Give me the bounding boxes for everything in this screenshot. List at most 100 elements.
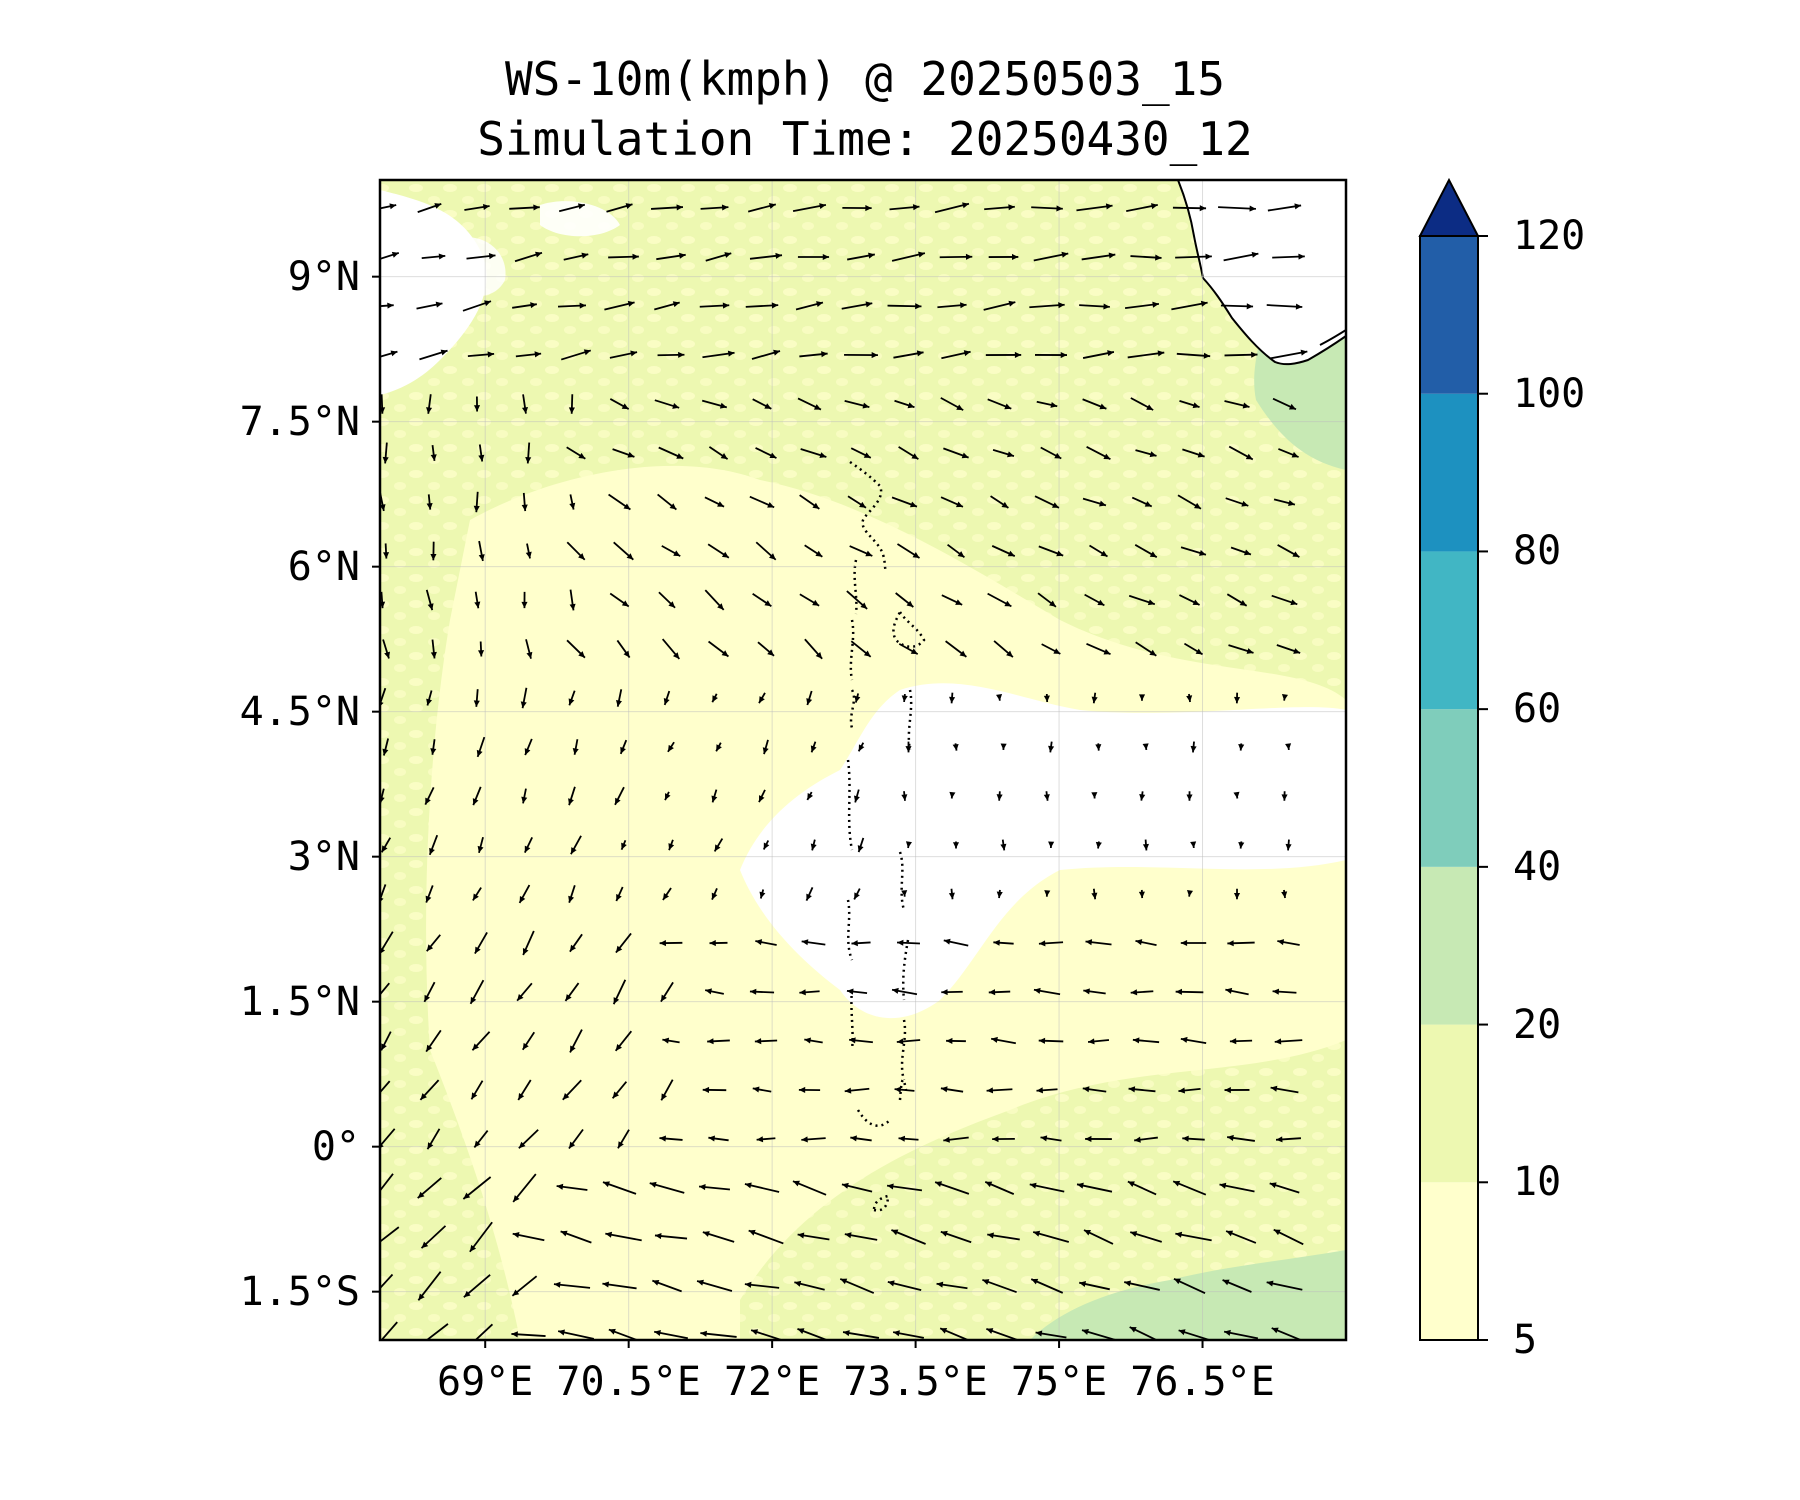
wind-arrow [806, 791, 814, 801]
wind-arrow [1226, 593, 1248, 607]
wind-arrow [887, 1280, 922, 1292]
wind-arrow [801, 939, 826, 946]
wind-arrow [383, 543, 390, 559]
wind-arrow [757, 641, 775, 657]
wind-arrow [514, 251, 543, 263]
wind-arrow [952, 743, 959, 751]
wind-arrow [1129, 1326, 1159, 1340]
wind-arrow [896, 543, 921, 559]
wind-arrow [1178, 1087, 1201, 1094]
wind-arrow [891, 251, 926, 262]
colorbar [1418, 177, 1488, 1341]
wind-arrow [711, 789, 718, 803]
wind-arrow [1269, 349, 1308, 360]
wind-arrow [792, 1180, 827, 1196]
wind-arrow [1171, 300, 1208, 311]
wind-arrow [798, 1086, 821, 1094]
wind-vectors [380, 202, 1308, 1340]
wind-arrow [476, 736, 486, 758]
colorbar-tick-label: 60 [1513, 686, 1562, 733]
wind-arrow [423, 981, 436, 1003]
wind-arrow [380, 203, 397, 210]
wind-arrow [426, 1128, 441, 1150]
wind-arrow [804, 1037, 823, 1044]
wind-arrow [1266, 303, 1303, 310]
wind-arrow [850, 1135, 872, 1142]
wind-arrow [934, 202, 970, 214]
wind-arrow [853, 789, 860, 803]
wind-arrow [846, 590, 868, 610]
wind-arrow [1186, 889, 1194, 897]
wind-arrow [1095, 841, 1102, 849]
latitude-ticks [372, 275, 380, 1293]
wind-arrow [901, 693, 908, 703]
wind-arrow [520, 687, 528, 709]
wind-arrow [425, 885, 434, 903]
wind-arrow [936, 1281, 968, 1290]
colorbar-tick-label: 120 [1513, 213, 1586, 259]
wind-arrow [708, 446, 729, 460]
wind-arrow [609, 350, 638, 359]
colorbar-segment [1420, 866, 1478, 1025]
wind-arrow [1276, 1136, 1301, 1143]
wind-arrow [426, 934, 441, 952]
wind-arrow [948, 888, 955, 900]
wind-arrow [940, 1086, 964, 1093]
wind-arrow [522, 930, 535, 956]
wind-arrow [613, 541, 634, 561]
wind-arrow [983, 300, 1016, 311]
wind-arrow [563, 252, 589, 261]
wind-arrow [420, 1225, 447, 1249]
wind-arrow [850, 447, 872, 459]
wind-arrow [752, 592, 772, 608]
wind-arrow [1175, 988, 1204, 995]
colorbar-segment [1420, 393, 1478, 552]
wind-arrow [992, 1136, 1015, 1143]
colorbar-segment [1420, 709, 1478, 867]
wind-arrow [1095, 743, 1102, 751]
colorbar-extend-arrow [1418, 177, 1480, 237]
wind-arrow [752, 1086, 772, 1093]
wind-arrow [557, 1329, 595, 1340]
wind-arrow [667, 741, 675, 753]
wind-arrow [1180, 1036, 1207, 1045]
wind-arrow [570, 835, 582, 855]
wind-arrow [1124, 301, 1160, 310]
wind-arrow [1228, 445, 1254, 461]
wind-arrow [889, 204, 920, 211]
wind-arrow [1037, 592, 1057, 608]
wind-arrow [473, 396, 481, 412]
wind-arrow [1179, 594, 1200, 606]
wind-arrow [797, 1232, 830, 1241]
wind-arrow [699, 302, 730, 309]
longitude-ticks [484, 1340, 1204, 1348]
colorbar-segment [1420, 1024, 1478, 1183]
wind-arrow [380, 1273, 394, 1290]
sri-lanka-tip-coast [1319, 329, 1346, 346]
wind-arrow [1178, 1329, 1209, 1340]
wind-arrow [1273, 1228, 1304, 1246]
wind-arrow [987, 398, 1012, 410]
wind-arrow [1036, 1087, 1058, 1094]
wind-arrow [615, 886, 624, 902]
wind-arrow [614, 1030, 633, 1052]
wind-arrow [1089, 544, 1108, 558]
wind-arrow [1038, 1037, 1064, 1044]
wind-arrow [1134, 1136, 1158, 1143]
wind-arrow [1220, 303, 1254, 310]
wind-arrow [558, 203, 586, 213]
wind-arrow [755, 447, 777, 459]
wind-arrow [474, 591, 481, 609]
wind-arrow [891, 496, 918, 508]
wind-arrow [380, 931, 394, 955]
wind-arrow [792, 203, 827, 212]
wind-arrow [608, 253, 639, 260]
wind-arrow [849, 1037, 873, 1044]
wind-arrow [472, 786, 482, 806]
wind-arrow [1124, 1280, 1160, 1291]
wind-arrow [1127, 1180, 1157, 1196]
wind-arrow [934, 1181, 970, 1195]
wind-arrow [562, 1079, 582, 1101]
wind-arrow [1091, 692, 1098, 704]
lat-tick-label: 1.5°S [239, 1268, 360, 1315]
